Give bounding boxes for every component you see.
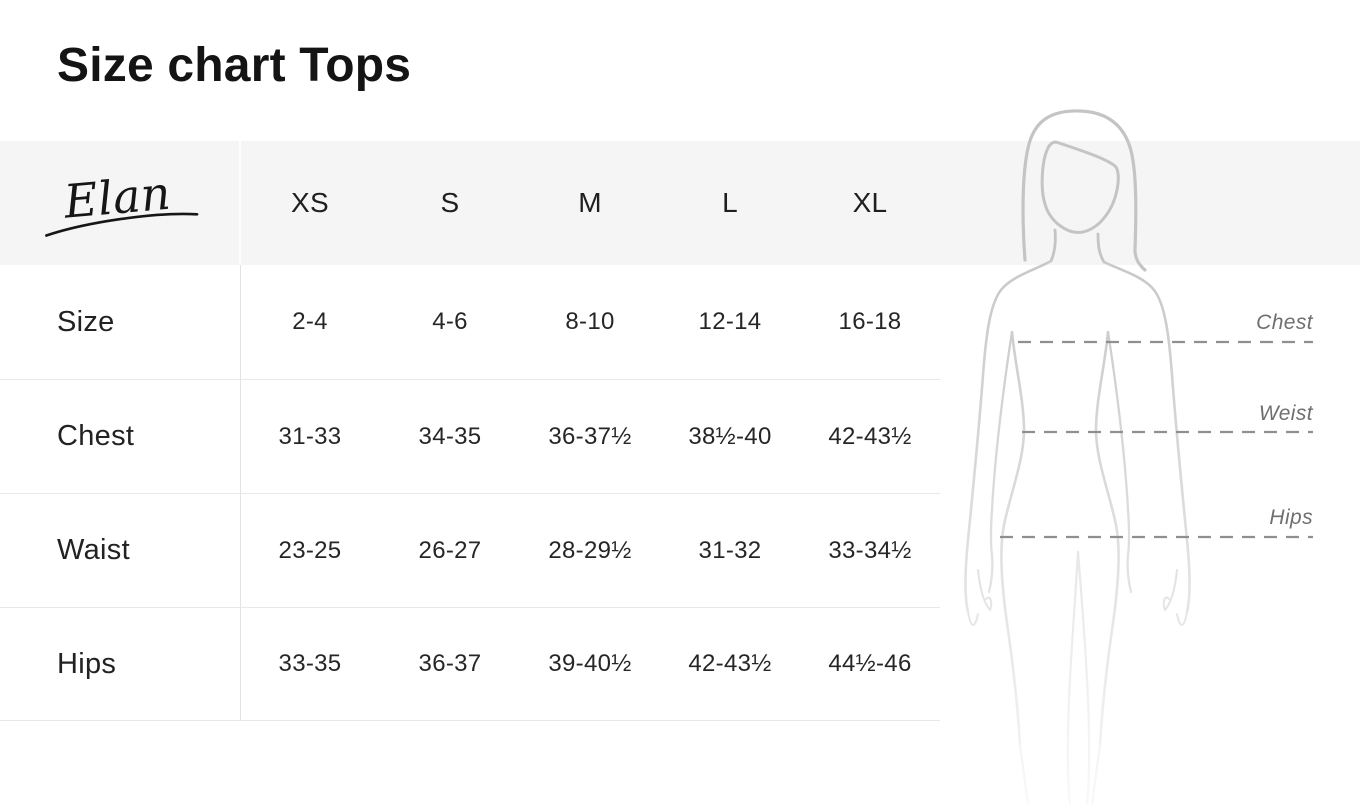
chest-s: 34-35	[380, 380, 520, 494]
hips-m: 39-40½	[520, 608, 660, 721]
body-figure-illustration	[964, 109, 1313, 804]
row-label-chest: Chest	[0, 380, 240, 494]
column-header-l: L	[722, 187, 738, 218]
column-divider-header	[239, 141, 241, 265]
hips-s: 36-37	[380, 608, 520, 721]
figure-hand-right	[1162, 569, 1188, 626]
waist-s: 26-27	[380, 494, 520, 608]
brand-logo-cell: Elan	[0, 141, 240, 265]
size-m: 8-10	[520, 265, 660, 380]
hips-xs: 33-35	[240, 608, 380, 721]
figure-arm-right-outer	[1102, 260, 1191, 614]
figure-head	[1021, 109, 1147, 272]
figure-leg-outer-right	[1090, 743, 1102, 804]
waist-xl: 33-34½	[800, 494, 940, 608]
measure-label-chest: Chest	[1256, 311, 1313, 334]
waist-l: 31-32	[660, 494, 800, 608]
size-xs: 2-4	[240, 265, 380, 380]
figure-neck-left	[1049, 228, 1057, 263]
figure-arm-left-outer	[964, 259, 1053, 614]
row-label-size: Size	[0, 265, 240, 380]
chest-m: 36-37½	[520, 380, 660, 494]
figure-leg-inner-right	[1076, 550, 1091, 804]
figure-leg-outer-left	[1018, 743, 1030, 804]
row-label-hips: Hips	[0, 608, 240, 721]
waist-xs: 23-25	[240, 494, 380, 608]
figure-arm-left-inner	[987, 330, 1014, 594]
row-label-waist: Waist	[0, 494, 240, 608]
hips-l: 42-43½	[660, 608, 800, 721]
column-header-xl: XL	[852, 187, 888, 218]
figure-hand-left	[967, 569, 993, 626]
figure-arm-right-inner	[1106, 330, 1133, 594]
column-header-s: S	[440, 187, 460, 218]
figure-leg-inner-left	[1066, 550, 1080, 804]
figure-torso-right	[1094, 330, 1120, 747]
size-l: 12-14	[660, 265, 800, 380]
chest-xs: 31-33	[240, 380, 380, 494]
column-header-m: M	[578, 187, 602, 218]
figure-face	[1040, 140, 1120, 234]
size-xl: 16-18	[800, 265, 940, 380]
measure-label-weist: Weist	[1258, 402, 1313, 425]
figure-neck-right	[1096, 232, 1106, 264]
measurement-lines	[1000, 340, 1313, 539]
column-header-xs: XS	[291, 187, 329, 218]
figure-body	[964, 259, 1191, 747]
size-s: 4-6	[380, 265, 520, 380]
waist-m: 28-29½	[520, 494, 660, 608]
chest-l: 38½-40	[660, 380, 800, 494]
chest-xl: 42-43½	[800, 380, 940, 494]
brand-logo: Elan	[45, 166, 199, 237]
page-title: Size chart Tops	[57, 39, 412, 92]
measure-label-hips: Hips	[1269, 506, 1313, 529]
figure-torso-left	[1000, 330, 1026, 747]
hips-xl: 44½-46	[800, 608, 940, 721]
figure-hair	[1021, 109, 1147, 272]
figure-legs	[1018, 550, 1102, 804]
brand-logo-underline	[45, 212, 199, 237]
size-table: Elan XS S M L XL Size 2-4 4-6 8-10 12-14…	[0, 141, 940, 721]
